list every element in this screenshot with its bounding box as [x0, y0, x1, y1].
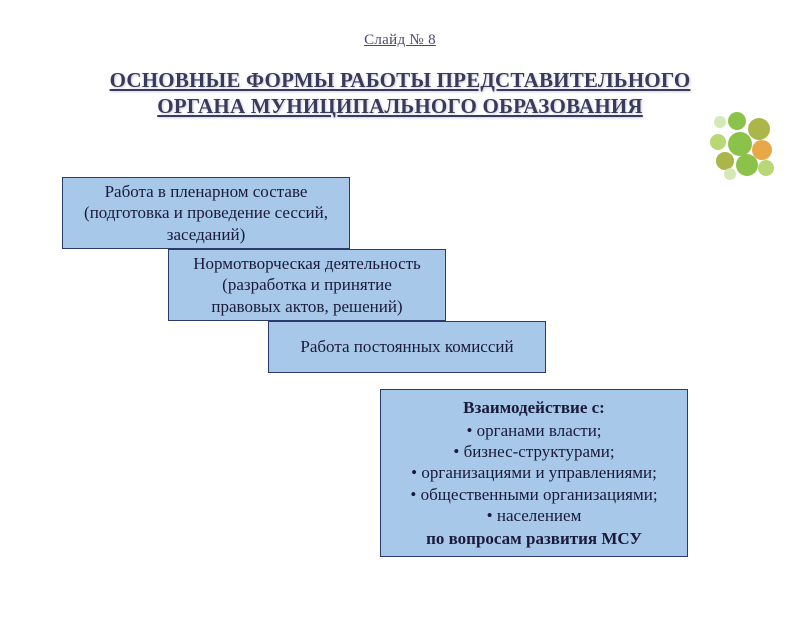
box-interaction: Взаимодействие с: органами власти;бизнес… [380, 389, 688, 557]
decor-circle [728, 132, 752, 156]
decorative-circles [706, 110, 778, 182]
decor-circle [724, 168, 736, 180]
slide-number: Слайд № 8 [0, 32, 800, 49]
box-lawmaking: Нормотворческая деятельность(разработка … [168, 249, 446, 321]
box4-item: населением [389, 505, 679, 526]
box4-item: органами власти; [389, 420, 679, 441]
box4-list: органами власти;бизнес-структурами;орган… [389, 420, 679, 526]
decor-circle [758, 160, 774, 176]
slide-title: ОСНОВНЫЕ ФОРМЫ РАБОТЫ ПРЕДСТАВИТЕЛЬНОГО … [0, 67, 800, 120]
box4-item: общественными организациями; [389, 484, 679, 505]
box-commissions: Работа постоянных комиссий [268, 321, 546, 373]
decor-circle [736, 154, 758, 176]
box-plenary: Работа в пленарном составе(подготовка и … [62, 177, 350, 249]
decor-circle [728, 112, 746, 130]
box4-footer: по вопросам развития МСУ [389, 528, 679, 549]
decor-circle [714, 116, 726, 128]
box4-item: организациями и управлениями; [389, 462, 679, 483]
box4-header: Взаимодействие с: [389, 397, 679, 418]
decor-circle [748, 118, 770, 140]
title-line-2: ОРГАНА МУНИЦИПАЛЬНОГО ОБРАЗОВАНИЯ [157, 94, 643, 118]
title-line-1: ОСНОВНЫЕ ФОРМЫ РАБОТЫ ПРЕДСТАВИТЕЛЬНОГО [110, 68, 691, 92]
decor-circle [710, 134, 726, 150]
box4-item: бизнес-структурами; [389, 441, 679, 462]
